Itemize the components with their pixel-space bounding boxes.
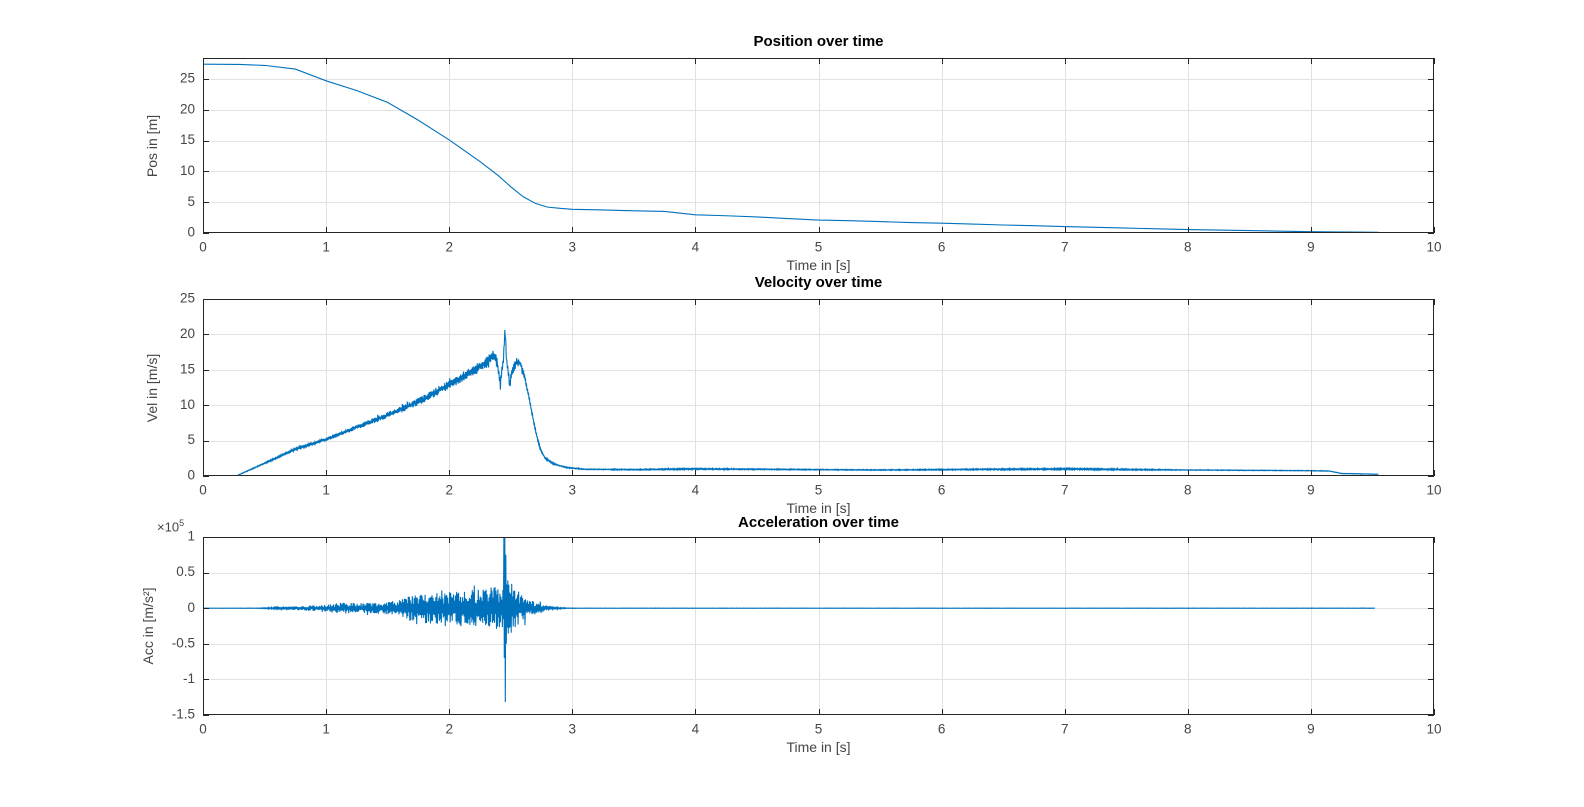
position-chart: 0 1 2 3 4 5 6 7 8 9 10 0 5 10 15 20 25 <box>180 58 1442 255</box>
velocity-x-tick-label: 7 <box>1061 483 1069 498</box>
acceleration-x-tick-label: 0 <box>199 722 207 737</box>
position-x-tick-label: 9 <box>1307 240 1315 255</box>
acceleration-x-tick-label: 5 <box>815 722 823 737</box>
acceleration-y-tick-label: -1.5 <box>172 707 195 722</box>
velocity-x-axis-label: Time in [s] <box>786 500 851 516</box>
position-y-tick-label: 5 <box>187 194 195 209</box>
position-series <box>203 63 1379 233</box>
position-x-tick-label: 10 <box>1426 240 1441 255</box>
position-x-tick-label: 4 <box>692 240 700 255</box>
velocity-x-tick-label: 8 <box>1184 483 1192 498</box>
velocity-tick-marks <box>203 299 1435 477</box>
position-y-tick-label: 20 <box>180 101 195 116</box>
acceleration-x-tick-label: 4 <box>692 722 700 737</box>
velocity-series <box>203 330 1379 476</box>
velocity-y-tick-label: 0 <box>187 468 195 483</box>
acceleration-y-tick-label: 0 <box>187 600 195 615</box>
acceleration-x-tick-label: 2 <box>445 722 453 737</box>
position-x-tick-label: 1 <box>322 240 330 255</box>
position-axes-box <box>203 58 1434 233</box>
acceleration-y-tick-label: -1 <box>183 671 195 686</box>
velocity-x-tick-label: 0 <box>199 483 207 498</box>
acceleration-tick-marks <box>203 537 1435 716</box>
acceleration-x-tick-label: 9 <box>1307 722 1315 737</box>
position-x-tick-label: 3 <box>569 240 577 255</box>
acceleration-y-tick-label: 1 <box>187 529 195 544</box>
position-grid <box>203 58 1434 233</box>
position-x-axis-label: Time in [s] <box>786 257 851 273</box>
velocity-x-tick-label: 10 <box>1426 483 1441 498</box>
position-tick-marks <box>203 58 1435 234</box>
position-y-tick-label: 10 <box>180 163 195 178</box>
position-y-tick-label: 15 <box>180 132 195 147</box>
position-x-tick-label: 6 <box>938 240 946 255</box>
acceleration-tick-labels: 0 1 2 3 4 5 6 7 8 9 10 1 0.5 0 -0.5 -1 -1.5 <box>172 529 1442 737</box>
acceleration-x-tick-label: 10 <box>1426 722 1441 737</box>
velocity-chart: 0 1 2 3 4 5 6 7 8 9 10 0 5 10 15 20 25 <box>180 291 1442 498</box>
position-x-tick-label: 0 <box>199 240 207 255</box>
velocity-x-tick-label: 2 <box>445 483 453 498</box>
velocity-y-tick-label: 25 <box>180 291 195 306</box>
acceleration-series <box>203 537 1376 703</box>
position-x-tick-label: 5 <box>815 240 823 255</box>
position-x-tick-label: 7 <box>1061 240 1069 255</box>
velocity-x-tick-label: 4 <box>692 483 700 498</box>
acceleration-x-tick-label: 1 <box>322 722 330 737</box>
acceleration-axes-box <box>203 537 1434 715</box>
acceleration-x-tick-label: 8 <box>1184 722 1192 737</box>
acceleration-x-tick-label: 7 <box>1061 722 1069 737</box>
velocity-chart-title: Velocity over time <box>754 274 883 291</box>
velocity-data-line <box>203 330 1379 476</box>
position-y-tick-label: 0 <box>187 225 195 240</box>
velocity-axes-box <box>203 299 1434 476</box>
position-x-tick-label: 2 <box>445 240 453 255</box>
velocity-y-tick-label: 20 <box>180 326 195 341</box>
acceleration-x-tick-label: 6 <box>938 722 946 737</box>
velocity-y-tick-label: 5 <box>187 432 195 447</box>
acceleration-chart: 0 1 2 3 4 5 6 7 8 9 10 1 0.5 0 -0.5 -1 -1.5 <box>172 529 1442 737</box>
velocity-y-tick-label: 15 <box>180 361 195 376</box>
position-data-line <box>203 63 1379 233</box>
position-x-tick-label: 8 <box>1184 240 1192 255</box>
velocity-y-tick-label: 10 <box>180 397 195 412</box>
position-chart-title: Position over time <box>753 33 884 50</box>
position-tick-labels: 0 1 2 3 4 5 6 7 8 9 10 0 5 10 15 20 25 <box>180 71 1442 255</box>
velocity-x-tick-label: 9 <box>1307 483 1315 498</box>
acceleration-y-axis-multiplier: ×105 <box>157 518 185 535</box>
position-y-tick-label: 25 <box>180 71 195 86</box>
acceleration-y-tick-label: 0.5 <box>176 564 195 579</box>
velocity-tick-labels: 0 1 2 3 4 5 6 7 8 9 10 0 5 10 15 20 25 <box>180 291 1442 498</box>
acceleration-data-line <box>203 537 1376 703</box>
velocity-x-tick-label: 6 <box>938 483 946 498</box>
acceleration-x-axis-label: Time in [s] <box>786 739 851 755</box>
velocity-grid <box>203 299 1434 476</box>
velocity-x-tick-label: 5 <box>815 483 823 498</box>
velocity-x-tick-label: 1 <box>322 483 330 498</box>
velocity-x-tick-label: 3 <box>569 483 577 498</box>
acceleration-chart-title: Acceleration over time <box>738 514 899 531</box>
acceleration-x-tick-label: 3 <box>569 722 577 737</box>
acceleration-y-tick-label: -0.5 <box>172 635 195 650</box>
acceleration-grid <box>203 537 1434 715</box>
